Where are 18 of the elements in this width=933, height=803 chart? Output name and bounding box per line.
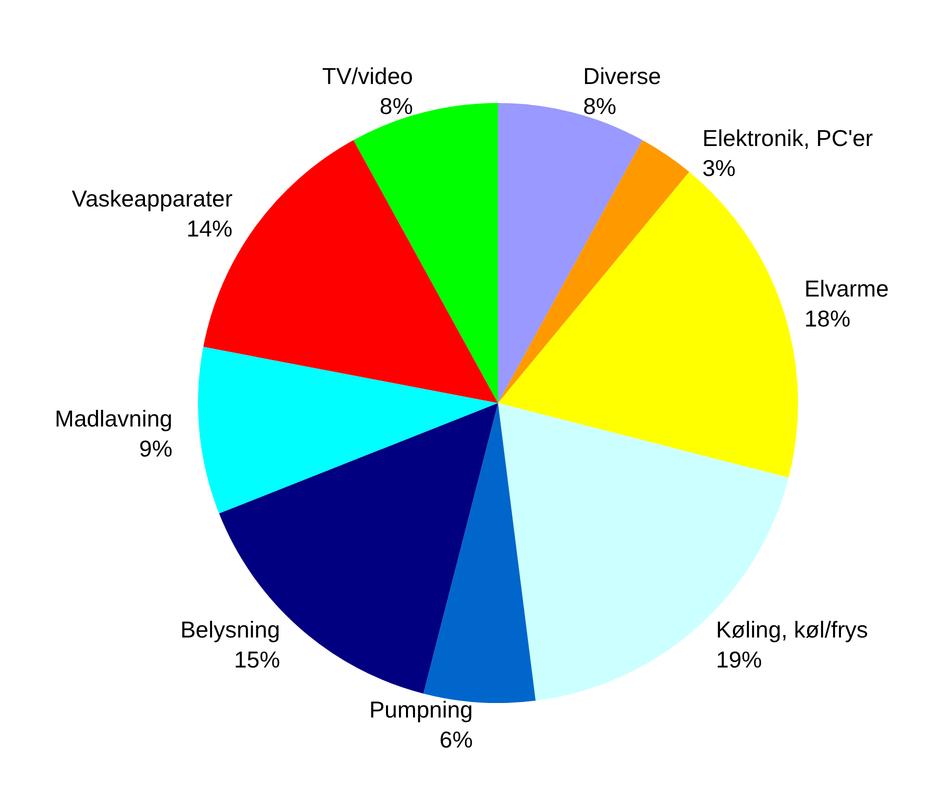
data-label: 8% bbox=[380, 93, 413, 120]
data-label: 19% bbox=[716, 646, 762, 673]
slice-label: Køling, køl/frys bbox=[716, 616, 868, 643]
slice-label: TV/video bbox=[322, 63, 413, 90]
slice-label: Madlavning bbox=[54, 405, 172, 432]
data-label: 9% bbox=[139, 435, 172, 462]
slice-label: Belysning bbox=[180, 616, 280, 643]
slice-label: Elvarme bbox=[804, 275, 889, 302]
data-label: 3% bbox=[702, 155, 736, 182]
slice-label: Elektronik, PC'er bbox=[702, 125, 874, 152]
data-label: 6% bbox=[440, 726, 473, 752]
data-label: 18% bbox=[804, 305, 850, 332]
data-label: 14% bbox=[186, 216, 232, 242]
data-label: 8% bbox=[583, 93, 616, 120]
data-label: 15% bbox=[234, 646, 280, 673]
slice-label: Diverse bbox=[583, 63, 662, 90]
slice-label: Vaskeapparater bbox=[72, 186, 233, 212]
slice-label: Pumpning bbox=[369, 696, 473, 722]
